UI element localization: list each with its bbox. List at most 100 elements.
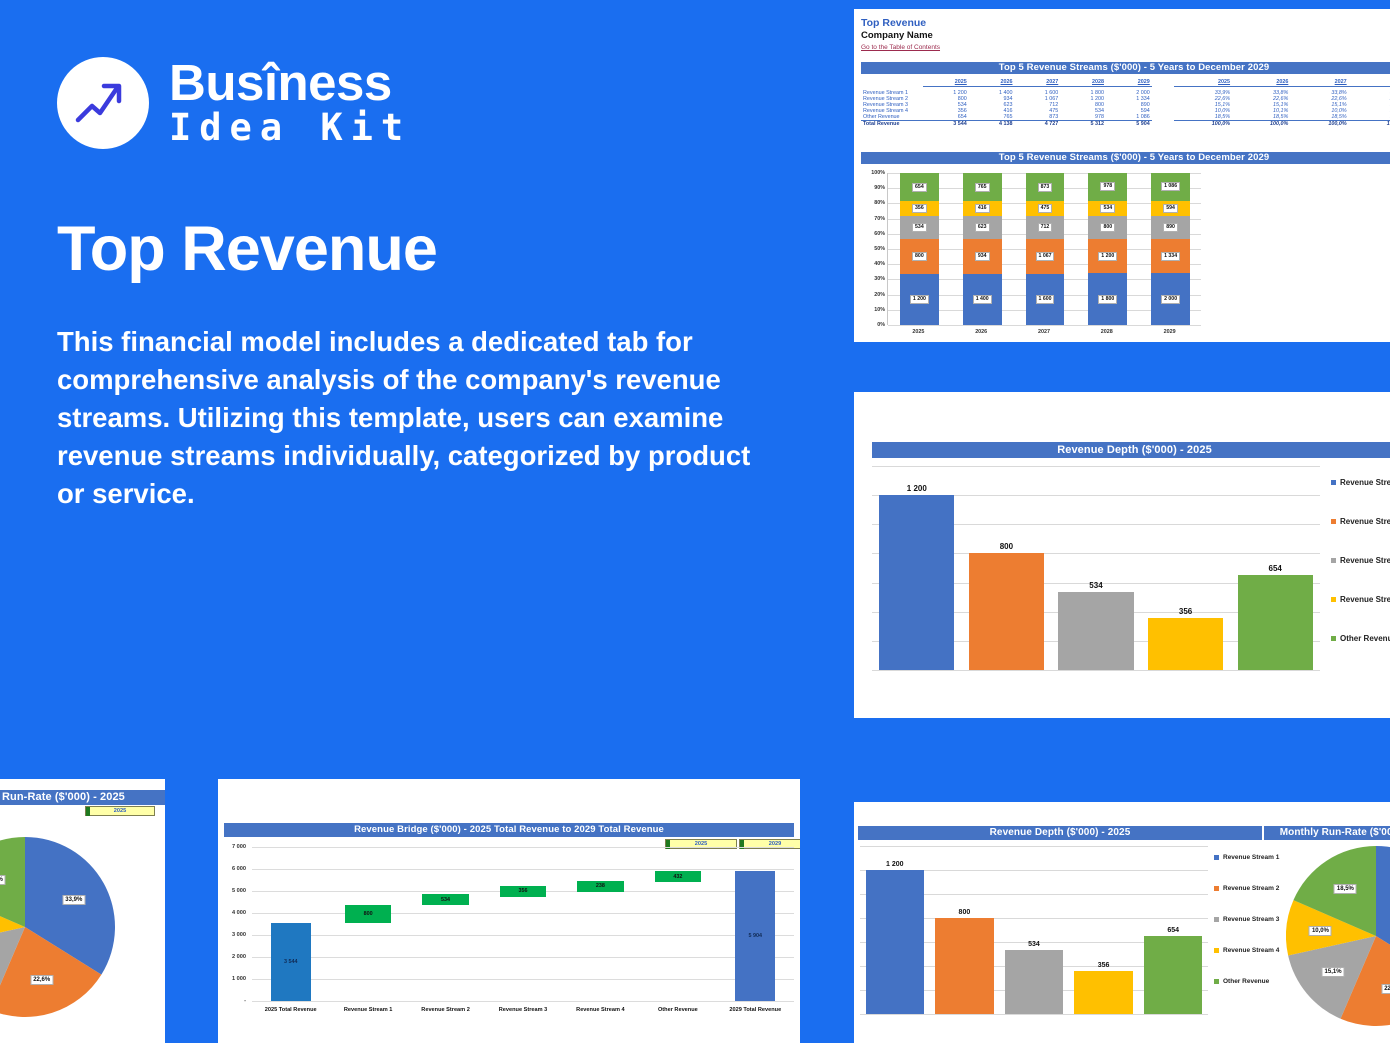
table-header-row: 2025 2026 2027 2028 2029 2025 2026 2027 … xyxy=(861,79,1390,87)
stacked-bar-segment: 800 xyxy=(899,239,939,274)
stacked-bar-column: 654 356 534 800 1 200 xyxy=(899,173,939,325)
y-tick-label: 2 000 xyxy=(232,954,246,960)
card-monthly-run-rate-left: Run-Rate ($'000) - 2025 2025 33,9% 22,6% 1… xyxy=(0,779,165,1043)
stacked-bar-segment: 765 xyxy=(962,173,1002,202)
y-tick-label: 40% xyxy=(874,261,885,268)
bridge-end-year-input[interactable]: 2029 xyxy=(739,839,800,849)
col-pct-year-2: 2027 xyxy=(1290,79,1349,87)
bar xyxy=(935,918,994,1014)
legend-item: Revenue Stream 2 xyxy=(1214,885,1279,892)
y-tick-label: - xyxy=(244,998,246,1004)
stacked-bar-segment: 416 xyxy=(962,201,1002,217)
legend-item: Revenue Stream 1 xyxy=(1214,854,1279,861)
cell-pct: 22,6% xyxy=(1331,95,1347,102)
legend-label: Revenue Stream 4 xyxy=(1340,595,1390,604)
bar-value-label: 356 xyxy=(518,888,528,895)
stacked-bar-segment: 534 xyxy=(899,216,939,240)
stacked-bar-segment: 1 334 xyxy=(1151,239,1191,274)
y-tick-label: 6 000 xyxy=(232,866,246,872)
chart-revenue-bridge: - 1 000 2 000 3 000 4 000 5 000 6 000 7 000 3 54… xyxy=(224,843,794,1023)
cell: 800 xyxy=(1095,101,1104,108)
logo-mark xyxy=(57,57,149,149)
legend-label: Revenue Stream 2 xyxy=(1340,517,1390,526)
x-tick-label: 2029 xyxy=(1163,329,1176,335)
stacked-bar-segment: 873 xyxy=(1025,173,1065,202)
stacked-bar-segment: 475 xyxy=(1025,201,1065,217)
legend-swatch-icon xyxy=(1331,558,1336,563)
bar-value-label: 978 xyxy=(1100,182,1116,192)
y-tick-label: 0% xyxy=(877,322,885,328)
gridline xyxy=(860,1014,1208,1015)
cell: 1 200 xyxy=(1090,95,1105,102)
waterfall-bar: 238 xyxy=(577,880,624,892)
table-row: Other Revenue 654 765 873 978 1 086 18,5… xyxy=(861,114,1390,121)
row-label: Other Revenue xyxy=(863,113,900,120)
band-title-chart: Top 5 Revenue Streams ($'000) - 5 Years … xyxy=(861,152,1390,164)
y-tick-label: 70% xyxy=(874,215,885,222)
cell-pct: 33,9% xyxy=(1214,89,1231,96)
y-tick-label: 10% xyxy=(874,306,885,313)
revenue-depth-large-legend: Revenue Stream 1 Revenue Stream 2 Revenue … xyxy=(1331,478,1390,673)
bar-value-label: 1 200 xyxy=(906,484,927,494)
cell-pct: 10,1% xyxy=(1273,107,1289,114)
cell-pct: 100,0% xyxy=(1173,119,1233,127)
bar xyxy=(1143,935,1203,1014)
cell: 1 400 xyxy=(999,89,1013,96)
sheet-title: Top Revenue xyxy=(861,17,927,29)
bridge-start-year-input[interactable]: 2025 xyxy=(665,839,737,849)
monthly-run-rate-title-left: Run-Rate ($'000) - 2025 xyxy=(0,790,165,805)
col-year-3: 2028 xyxy=(1060,79,1106,87)
cell: 873 xyxy=(1049,113,1059,120)
stacked-bar-y-axis: 0% 10% 20% 30% 40% 50% 60% 70% 80% 90% 100% xyxy=(861,169,887,339)
brand-name-top: Busîness xyxy=(169,54,392,112)
legend-item: Revenue Stream 4 xyxy=(1331,595,1390,604)
legend-swatch-icon xyxy=(1331,480,1336,485)
gridline xyxy=(252,979,794,980)
row-label: Revenue Stream 4 xyxy=(863,107,908,114)
col-pct-year-3: 2028 xyxy=(1348,79,1390,87)
col-year-4: 2029 xyxy=(1106,79,1152,87)
cell-pct: 33,8% xyxy=(1273,89,1289,96)
cell-pct: 10,0% xyxy=(1214,107,1231,114)
year-input-left[interactable]: 2025 xyxy=(85,806,155,816)
cell-pct: 100,0% xyxy=(1348,119,1390,127)
bar-value-label: 534 xyxy=(441,896,451,903)
bar-value-label: 356 xyxy=(912,204,927,214)
gridline xyxy=(872,670,1320,671)
bar-value-label: 1 600 xyxy=(1035,294,1055,304)
cell: 1 600 xyxy=(1044,89,1059,96)
stacked-bar-segment: 534 xyxy=(1088,200,1128,217)
bar-value-label: 416 xyxy=(974,204,990,214)
legend-label: Other Revenue xyxy=(1340,634,1390,643)
y-tick-label: 7 000 xyxy=(232,844,246,850)
cell: 4 138 xyxy=(968,119,1015,127)
bar-value-label: 623 xyxy=(974,223,990,233)
pie-slice xyxy=(0,927,102,1017)
legend-swatch-icon xyxy=(1214,886,1219,891)
stacked-bar-segment: 2 000 xyxy=(1151,273,1191,325)
table-total-row: Total Revenue 3 544 4 138 4 727 5 312 5 … xyxy=(861,119,1390,127)
pie-slice xyxy=(25,837,115,975)
col-year-0: 2025 xyxy=(923,79,969,87)
x-tick-label: 2028 xyxy=(1100,329,1113,335)
cell: 3 544 xyxy=(923,119,969,127)
bar xyxy=(879,495,955,670)
gridline xyxy=(888,325,1201,326)
x-tick-label: 2027 xyxy=(1037,329,1050,335)
cell: 5 312 xyxy=(1060,119,1106,127)
legend-swatch-icon xyxy=(1214,979,1219,984)
bar-value-label: 356 xyxy=(1178,607,1193,617)
y-tick-label: 20% xyxy=(874,291,885,298)
legend-swatch-icon xyxy=(1214,855,1219,860)
cell: 623 xyxy=(1003,101,1013,108)
card-revenue-depth-small: Revenue Depth ($'000) - 2025 Monthly Run… xyxy=(854,802,1390,1043)
y-tick-label: 4 000 xyxy=(232,910,246,916)
stacked-bar-segment: 1 400 xyxy=(962,273,1002,325)
toc-link[interactable]: Go to the Table of Contents xyxy=(861,44,941,51)
stacked-bar-column: 978 534 800 1 200 1 800 xyxy=(1088,173,1128,325)
bar xyxy=(1004,949,1064,1014)
waterfall-bar: 3 544 xyxy=(270,923,311,1001)
revenue-depth-title: Revenue Depth ($'000) - 2025 xyxy=(872,442,1390,458)
table-row: Revenue Stream 1 1 200 1 400 1 600 1 800… xyxy=(861,90,1390,96)
bar-value-label: 800 xyxy=(999,542,1014,552)
